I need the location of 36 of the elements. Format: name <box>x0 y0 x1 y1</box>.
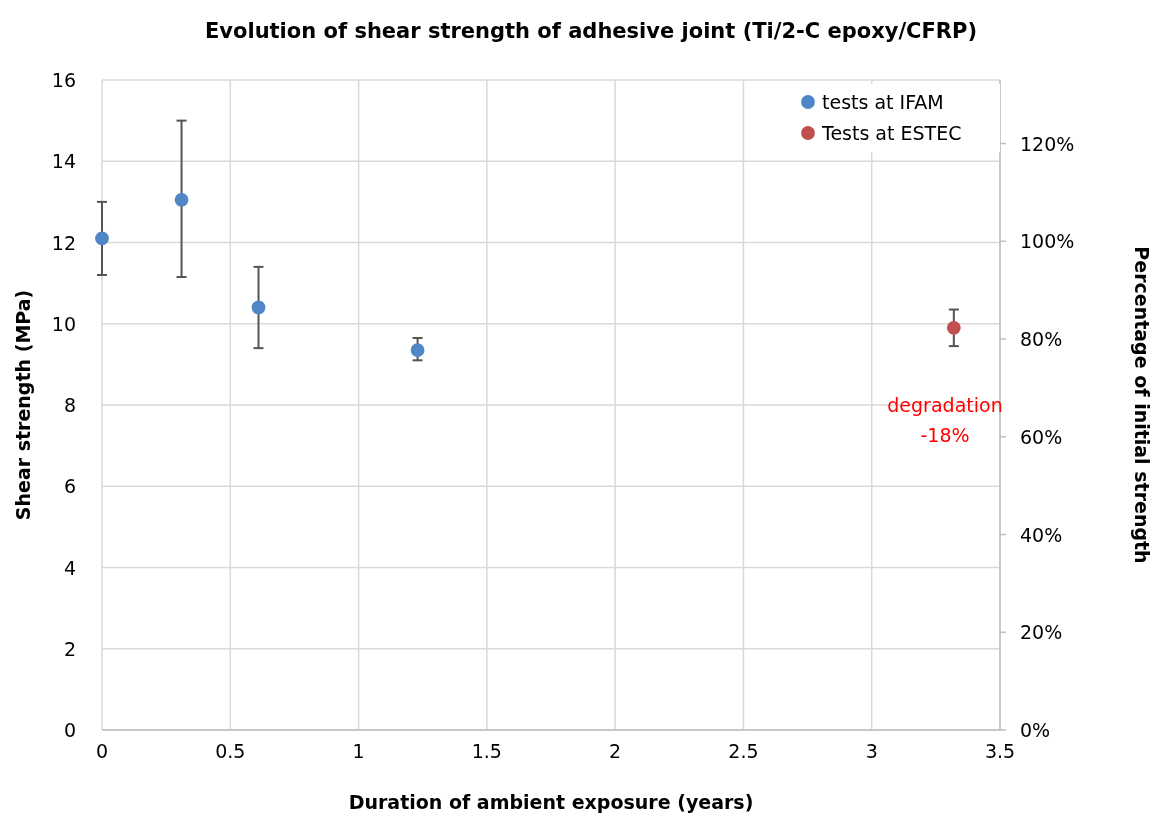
x-axis-title: Duration of ambient exposure (years) <box>348 791 754 813</box>
y2-tick-label: 0% <box>1020 719 1051 741</box>
legend-label: Tests at ESTEC <box>821 122 962 144</box>
x-tick-label: 3 <box>865 740 878 762</box>
y2-axis-title: Percentage of initial strength <box>1131 246 1153 564</box>
y2-tick-label: 100% <box>1020 230 1075 253</box>
y2-tick-label: 40% <box>1020 523 1063 546</box>
y-tick-label: 2 <box>63 637 76 660</box>
y-tick-label: 6 <box>63 475 76 498</box>
x-tick-label: 1 <box>352 740 365 762</box>
x-tick-label: 2.5 <box>728 740 759 762</box>
y-tick-label: 10 <box>51 312 76 335</box>
y-axis-title: Shear strength (MPa) <box>12 289 34 521</box>
y2-tick-label: 20% <box>1020 621 1063 644</box>
y-tick-label: 8 <box>63 394 76 416</box>
point <box>95 231 109 246</box>
x-tick-label: 0.5 <box>215 740 246 762</box>
y-tick-label: 0 <box>63 719 76 741</box>
x-tick-label: 0 <box>95 740 109 762</box>
y-tick-label: 4 <box>63 556 76 579</box>
x-tick-label: 1.5 <box>471 740 502 762</box>
legend-label: tests at IFAM <box>822 91 944 113</box>
x-tick-label: 2 <box>609 740 622 762</box>
y2-tick-label: 80% <box>1020 328 1063 351</box>
point <box>251 300 266 315</box>
y2-tick-label: 60% <box>1020 425 1063 448</box>
y-tick-label: 12 <box>51 231 76 254</box>
chart-title: Evolution of shear strength of adhesive joint (Ti/2-C epoxy/CFRP) <box>204 19 978 43</box>
y2-tick-label: 120% <box>1020 132 1075 155</box>
annotation: degradation -18% <box>887 394 1003 446</box>
point <box>174 192 189 207</box>
y-tick-label: 16 <box>51 69 76 91</box>
point <box>410 343 425 358</box>
point <box>946 320 961 335</box>
x-tick-label: 3.5 <box>984 740 1016 762</box>
y-tick-label: 14 <box>51 150 76 173</box>
